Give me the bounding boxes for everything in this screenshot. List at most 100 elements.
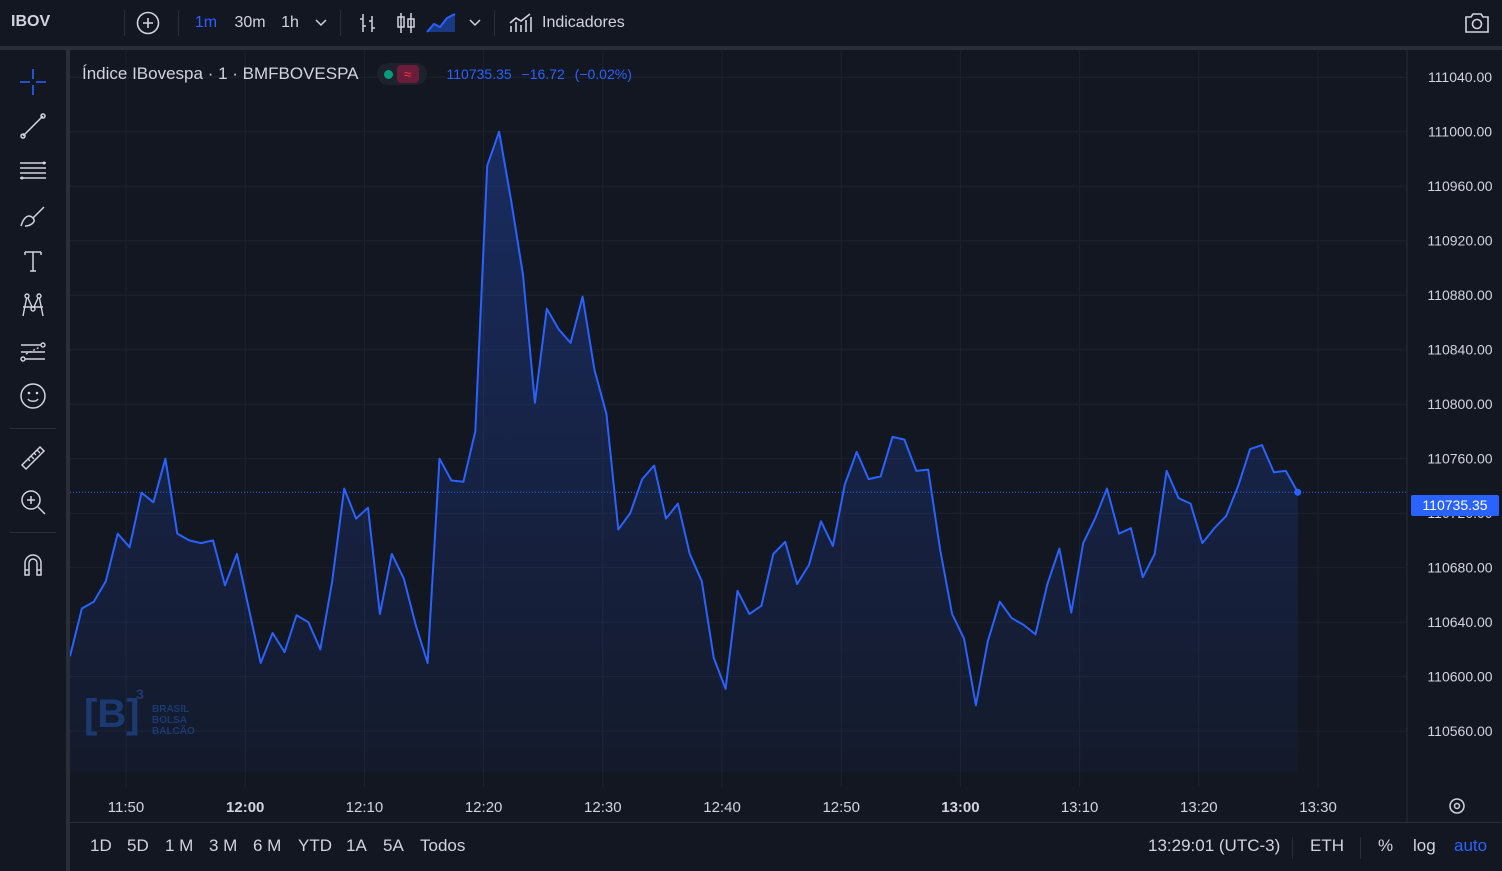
current-price-label: 110735.35: [1411, 495, 1499, 516]
range-3m[interactable]: 3 M: [209, 836, 238, 855]
ruler-icon: [20, 445, 46, 471]
indicators-button[interactable]: Indicadores: [508, 10, 640, 36]
bottom-toolbar: 1D 5D 1 M 3 M 6 M YTD 1A 5A Todos 13:29:…: [70, 823, 1502, 871]
watermark-sup: 3: [136, 686, 144, 702]
axis-settings-button[interactable]: [1449, 798, 1465, 814]
range-5d[interactable]: 5D: [127, 836, 149, 855]
legend-change: −16.72: [521, 66, 565, 82]
y-tick-label: 110640.00: [1427, 614, 1492, 630]
zoom-in-tool[interactable]: [14, 484, 52, 520]
x-tick-label: 13:20: [1180, 799, 1218, 816]
x-tick-label: 13:00: [941, 799, 979, 816]
x-tick-label: 12:20: [465, 799, 503, 816]
trend-line-tool[interactable]: [14, 108, 52, 144]
emoji-tool[interactable]: [14, 378, 52, 414]
left-separator: [66, 50, 70, 871]
legend-values: 110735.35 −16.72 (−0.02%): [447, 66, 638, 82]
settings-icon: [1449, 798, 1465, 814]
divider: [10, 428, 56, 429]
legend-change-pct: (−0.02%): [574, 66, 632, 82]
area-style-button[interactable]: [424, 10, 458, 36]
price-area: [70, 131, 1298, 772]
indicators-icon: [509, 13, 532, 32]
chart-style-dropdown[interactable]: [466, 10, 484, 36]
y-tick-label: 111040.00: [1428, 69, 1492, 85]
auto-scale-button[interactable]: auto: [1454, 836, 1488, 855]
divider: [494, 10, 495, 36]
pattern-icon: [22, 293, 44, 317]
divider: [340, 10, 341, 36]
range-6m[interactable]: 6 M: [253, 836, 282, 855]
add-symbol-icon: [136, 11, 160, 35]
screenshot-button[interactable]: [1462, 10, 1492, 36]
divider: [124, 10, 125, 36]
watermark-line: BALCÃO: [152, 726, 195, 737]
legend-last: 110735.35: [446, 66, 512, 82]
bottom-separator: [70, 822, 1502, 823]
pattern-tool[interactable]: [14, 288, 52, 324]
symbol-name[interactable]: IBOV: [11, 13, 51, 30]
watermark-brand: [B]: [84, 692, 140, 736]
crosshair-tool[interactable]: [14, 64, 52, 100]
chart-legend: Índice IBovespa · 1 · BMFBOVESPA ≈ 11073…: [82, 62, 638, 86]
price-axis[interactable]: 111040.00 111000.00 110960.00 110920.00 1108…: [1427, 69, 1492, 739]
x-tick-label: 11:50: [108, 799, 144, 816]
range-ytd[interactable]: YTD: [298, 836, 332, 855]
log-scale-button[interactable]: log: [1413, 836, 1436, 855]
b3-watermark: [B] 3 BRASIL BOLSA BALCÃO: [84, 686, 204, 748]
interval-1m[interactable]: 1m: [194, 14, 218, 31]
brush-icon: [20, 206, 45, 227]
text-icon: [24, 251, 42, 272]
add-symbol-button[interactable]: [134, 10, 162, 36]
clock-timezone[interactable]: 13:29:01 (UTC-3): [1148, 836, 1281, 855]
interval-30m[interactable]: 30m: [234, 14, 266, 31]
indicators-label: Indicadores: [542, 14, 625, 31]
time-axis[interactable]: 11:50 12:00 12:10 12:20 12:30 12:40 12:50 13:00…: [108, 799, 1337, 816]
session-button[interactable]: ETH: [1310, 836, 1344, 855]
x-tick-label: 12:40: [703, 799, 741, 816]
watermark-line: BOLSA: [152, 715, 187, 726]
fib-icon: [20, 161, 46, 180]
divider: [10, 532, 56, 533]
range-5a[interactable]: 5A: [383, 836, 404, 855]
interval-dropdown[interactable]: [312, 10, 330, 36]
y-tick-label: 110920.00: [1427, 233, 1492, 249]
range-1a[interactable]: 1A: [346, 836, 367, 855]
brush-tool[interactable]: [14, 198, 52, 234]
y-tick-label: 111000.00: [1428, 124, 1492, 140]
delayed-data-icon: ≈: [396, 65, 419, 83]
forecast-tool[interactable]: [14, 333, 52, 369]
x-tick-label: 12:00: [226, 799, 264, 816]
ruler-tool[interactable]: [14, 440, 52, 476]
candle-style-button[interactable]: [392, 10, 420, 36]
legend-title[interactable]: Índice IBovespa · 1 · BMFBOVESPA: [82, 64, 359, 83]
magnet-tool[interactable]: [14, 546, 52, 582]
y-tick-label: 110600.00: [1427, 669, 1492, 685]
trend-line-icon: [20, 113, 46, 139]
y-tick-label: 110960.00: [1427, 178, 1492, 194]
crosshair-icon: [20, 69, 46, 95]
x-tick-label: 12:50: [822, 799, 860, 816]
price-chart[interactable]: 111040.00 111000.00 110960.00 110920.00 1108…: [70, 50, 1502, 822]
x-tick-label: 12:10: [346, 799, 384, 816]
forecast-icon: [20, 342, 46, 362]
percent-scale-button[interactable]: %: [1378, 836, 1394, 855]
watermark-line: BRASIL: [152, 704, 190, 715]
range-1m[interactable]: 1 M: [165, 836, 194, 855]
x-tick-label: 13:30: [1299, 799, 1337, 816]
x-tick-label: 12:30: [584, 799, 622, 816]
text-tool[interactable]: [14, 243, 52, 279]
market-open-icon: [384, 69, 394, 79]
magnet-icon: [24, 554, 42, 576]
bar-style-button[interactable]: [354, 10, 382, 36]
price-line: [70, 130, 1299, 707]
range-all[interactable]: Todos: [420, 836, 466, 855]
market-status-badge[interactable]: ≈: [376, 63, 427, 85]
range-1d[interactable]: 1D: [90, 836, 112, 855]
interval-1h[interactable]: 1h: [281, 14, 299, 31]
y-tick-label: 110560.00: [1427, 723, 1492, 739]
y-tick-label: 110840.00: [1427, 342, 1492, 358]
y-tick-label: 110800.00: [1427, 396, 1492, 412]
divider: [1360, 837, 1361, 859]
fib-tool[interactable]: [14, 153, 52, 189]
